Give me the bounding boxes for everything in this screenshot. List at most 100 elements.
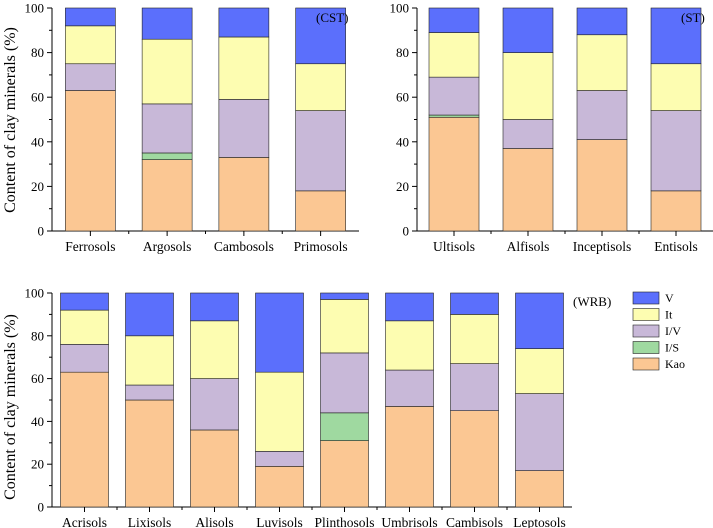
panel-2-bar-luvisols-it xyxy=(255,371,304,452)
panel-2-xtick-label: Acrisols xyxy=(62,515,107,528)
panel-2-bar-plinthosols-it xyxy=(320,299,369,354)
chart-cst: 0 20 40 60 80 100 Ferrosols Argosols Cambosols Pr… xyxy=(25,1,359,254)
panel-0-bar-primosols-it xyxy=(295,63,346,111)
panel-1-bar-entisols-iv xyxy=(650,110,702,192)
panel-2-bar-umbrisols-v xyxy=(385,292,434,322)
panel-1-bar-inceptisols-kao xyxy=(576,139,628,232)
panel-2-bar-lixisols-kao xyxy=(125,399,174,508)
panel-2-bar-acrisols-kao xyxy=(60,371,109,508)
panel-2-bar-acrisols-iv xyxy=(60,344,109,373)
panel-2-bar-leptosols-iv xyxy=(515,393,564,471)
panel-2-xtick-label: Alisols xyxy=(195,515,233,528)
panel-2-ytick-label: 80 xyxy=(31,328,44,343)
legend-swatch-v xyxy=(632,291,660,305)
panel-0-ytick-label: 100 xyxy=(25,1,45,16)
panel-2-xtick-label: Plinthosols xyxy=(314,515,374,528)
panel-0-bar-argosols-is xyxy=(141,152,193,160)
panel-2-bar-plinthosols-kao xyxy=(320,440,369,508)
panel-1-ytick-label: 80 xyxy=(396,45,409,60)
panel-2-bar-cambisols-v xyxy=(450,292,499,315)
panel-1-bar-entisols-kao xyxy=(650,190,702,232)
panel-1-ytick-label: 0 xyxy=(403,224,410,239)
panel-2-bar-leptosols-kao xyxy=(515,470,564,508)
panel-1-bar-ultisols-is xyxy=(428,114,480,118)
panel-2-ytick-label: 60 xyxy=(31,371,44,386)
panel-1-xtick-label: Alfisols xyxy=(507,239,550,254)
panel-2-bar-luvisols-iv xyxy=(255,451,304,467)
panel-0-ytick-label: 40 xyxy=(31,134,44,149)
legend-label-v: V xyxy=(665,291,674,305)
chart-st-title: (ST) xyxy=(681,10,705,25)
panel-2-bar-luvisols-kao xyxy=(255,466,304,508)
chart-wrb-title: (WRB) xyxy=(573,294,611,309)
panel-2-ytick-label: 100 xyxy=(25,286,45,301)
panel-2-bar-cambisols-iv xyxy=(450,363,499,411)
panel-0-xtick-label: Argosols xyxy=(143,239,192,254)
y-axis-label-top: Content of clay minerals (%) xyxy=(2,27,19,213)
panel-0-bar-ferrosols-it xyxy=(65,25,116,65)
panel-0-bar-ferrosols-kao xyxy=(65,90,116,232)
panel-1-bar-alfisols-v xyxy=(502,7,554,53)
panel-0-bar-argosols-iv xyxy=(141,103,193,154)
panel-0-bar-argosols-v xyxy=(141,7,193,40)
panel-2-ytick-label: 20 xyxy=(31,457,44,472)
chart-cst-title: (CST) xyxy=(316,10,349,25)
panel-0-bar-argosols-it xyxy=(141,38,193,105)
panel-1-bar-ultisols-iv xyxy=(428,76,480,116)
panel-2-bar-umbrisols-iv xyxy=(385,369,434,407)
panel-0-bar-argosols-kao xyxy=(141,159,193,232)
legend-label-iv: I/V xyxy=(665,324,681,338)
panel-0-bar-ferrosols-v xyxy=(65,7,116,27)
legend-swatch-is xyxy=(632,341,660,354)
panel-0-bar-cambosols-kao xyxy=(218,157,270,232)
panel-0-ytick-label: 0 xyxy=(38,224,45,239)
panel-1-bar-ultisols-it xyxy=(428,32,480,78)
legend-swatch-it xyxy=(632,308,660,321)
panel-2-bar-lixisols-iv xyxy=(125,384,174,401)
panel-0-ytick-label: 80 xyxy=(31,45,44,60)
panel-2-bar-umbrisols-kao xyxy=(385,406,434,508)
panel-2-ytick-label: 0 xyxy=(38,500,45,515)
panel-0-bar-cambosols-iv xyxy=(218,99,270,158)
panel-0-xtick-label: Cambosols xyxy=(214,239,274,254)
panel-1-bar-inceptisols-v xyxy=(576,7,628,36)
panel-2-xtick-label: Cambisols xyxy=(446,515,503,528)
panel-1-bar-inceptisols-it xyxy=(576,34,628,91)
legend: V It I/V I/S Kao xyxy=(632,291,685,371)
panel-2-bar-plinthosols-v xyxy=(320,292,369,300)
panel-2-xtick-label: Umbrisols xyxy=(381,515,437,528)
legend-swatch-kao xyxy=(632,357,660,371)
panel-2-bar-cambisols-it xyxy=(450,314,499,364)
panel-2-bar-leptosols-it xyxy=(515,348,564,394)
panel-2-bar-alisols-kao xyxy=(190,429,239,508)
panel-2-bar-plinthosols-is xyxy=(320,412,369,441)
panel-1-ytick-label: 40 xyxy=(396,134,409,149)
panel-1-bar-alfisols-it xyxy=(502,52,554,120)
panel-2-bar-alisols-v xyxy=(190,292,239,322)
panel-0-xtick-label: Ferrosols xyxy=(65,239,115,254)
legend-label-it: It xyxy=(665,308,673,322)
panel-2-bar-umbrisols-it xyxy=(385,320,434,371)
panel-2-bar-lixisols-it xyxy=(125,335,174,386)
panel-2-ytick-label: 40 xyxy=(31,414,44,429)
panel-1-bar-entisols-v xyxy=(650,7,702,65)
panel-1-bar-entisols-it xyxy=(650,63,702,111)
chart-wrb: 0 20 40 60 80 100 Acrisols Lixisols Alisols Luvis… xyxy=(25,286,572,528)
panel-0-xtick-label: Primosols xyxy=(294,239,348,254)
panel-0-bar-ferrosols-iv xyxy=(65,63,116,91)
panel-0-ytick-label: 20 xyxy=(31,179,44,194)
panel-0-bar-cambosols-v xyxy=(218,7,270,38)
panel-0-bar-primosols-kao xyxy=(295,190,346,232)
panel-1-xtick-label: Inceptisols xyxy=(573,239,632,254)
panel-0-ytick-label: 60 xyxy=(31,90,44,105)
chart-st: 0 20 40 60 80 100 Ultisols Alfisols Inceptisols E… xyxy=(390,1,713,254)
panel-1-xtick-label: Ultisols xyxy=(433,239,475,254)
y-axis-label-bottom: Content of clay minerals (%) xyxy=(2,314,19,500)
panel-0-bar-cambosols-it xyxy=(218,36,270,100)
panel-2-bar-leptosols-v xyxy=(515,292,564,349)
panel-1-ytick-label: 60 xyxy=(396,90,409,105)
panel-1-ytick-label: 100 xyxy=(390,1,410,16)
legend-label-kao: Kao xyxy=(665,357,685,371)
legend-swatch-iv xyxy=(632,324,660,338)
